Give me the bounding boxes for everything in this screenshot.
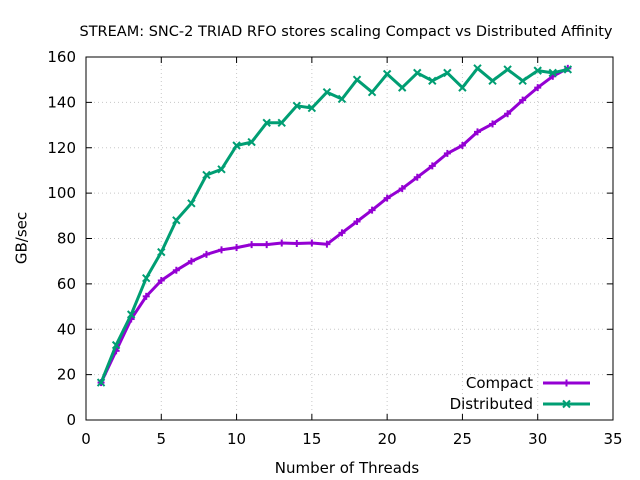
compact-data-point [248,241,256,249]
distributed-data-point [232,141,241,150]
compact-data-point [428,162,436,170]
compact-data-point [519,96,527,104]
distributed-data-point [337,94,347,104]
distributed-data-point [533,66,542,75]
distributed-data-point [563,65,573,74]
distributed-data-point [503,65,512,74]
distributed-data-point [473,64,482,73]
distributed-data-point [172,216,181,225]
y-tick-label: 120 [47,139,76,157]
distributed-data-point [126,310,136,319]
compact-data-point [293,239,301,247]
y-tick-label: 20 [57,366,76,384]
compact-data-point [383,194,391,202]
compact-data-point [353,217,361,225]
y-tick-label: 40 [57,320,76,338]
compact-data-point [142,292,150,300]
x-tick-label: 10 [227,430,246,448]
compact-data-point [233,244,241,252]
compact-data-point [458,141,466,149]
compact-data-point [263,241,271,249]
x-tick-label: 15 [302,430,321,448]
legend-marker-compact [563,379,570,387]
x-tick-label: 35 [603,430,622,448]
distributed-data-point [413,68,422,78]
y-tick-label: 100 [47,184,76,202]
compact-data-point [413,173,421,181]
chart-title: STREAM: SNC-2 TRIAD RFO stores scaling C… [80,24,613,40]
compact-data-point [398,185,406,193]
x-tick-label: 30 [528,430,547,448]
distributed-series-line [99,66,569,384]
compact-data-point [157,276,165,284]
plot-frame [85,56,614,421]
distributed-data-point [518,76,527,86]
compact-data-point [323,240,331,248]
compact-data-point [338,229,346,237]
distributed-data-point [292,101,302,110]
compact-data-point [489,120,497,128]
x-tick-label: 0 [81,430,91,448]
legend: Compact Distributed [450,374,590,413]
distributed-data-point [322,87,332,97]
distributed-data-point [458,83,467,92]
compact-data-point [504,110,512,118]
compact-data-point [187,257,195,265]
distributed-data-point [352,75,362,84]
distributed-data-point [382,69,392,79]
distributed-data-point [277,118,286,128]
y-axis-label: GB/sec [13,212,31,264]
distributed-data-point [247,137,256,147]
legend-label-distributed: Distributed [450,395,533,413]
distributed-data-point [217,165,226,174]
series-layer [96,64,573,387]
distributed-data-point [428,76,437,86]
compact-data-point [534,84,542,92]
compact-data-point [172,266,180,274]
legend-label-compact: Compact [466,374,533,392]
distributed-data-point [157,247,166,257]
distributed-data-point [187,199,196,208]
compact-data-point [218,246,226,254]
distributed-data-point [488,76,497,86]
compact-data-point [278,239,286,247]
y-tick-label: 0 [66,411,76,429]
distributed-data-point [96,378,106,387]
distributed-data-point [443,68,452,78]
compact-data-point [368,206,376,214]
grid [86,57,613,420]
distributed-data-point [548,68,557,78]
y-tick-label: 140 [47,93,76,111]
compact-data-point [443,149,451,157]
distributed-data-point [111,340,121,350]
y-tick-label: 80 [57,230,76,248]
compact-data-point [473,128,481,136]
distributed-data-point [142,273,151,283]
distributed-data-point [307,103,317,113]
distributed-data-point [397,83,407,92]
x-axis-label: Number of Threads [275,459,420,477]
x-tick-label: 25 [453,430,472,448]
y-tick-label: 160 [47,48,76,66]
y-tick-label: 60 [57,275,76,293]
compact-data-point [202,250,210,258]
compact-series-line [99,66,569,384]
compact-data-point [308,239,316,247]
x-tick-label: 5 [157,430,167,448]
distributed-data-point [202,170,211,180]
legend-marker-distributed [562,399,571,409]
x-tick-label: 20 [378,430,397,448]
distributed-data-point [262,118,271,128]
axis-ticks: 0 5 10 15 20 25 30 35 0 20 40 60 80 100 120 140 160 [47,48,622,448]
distributed-data-point [367,87,377,97]
